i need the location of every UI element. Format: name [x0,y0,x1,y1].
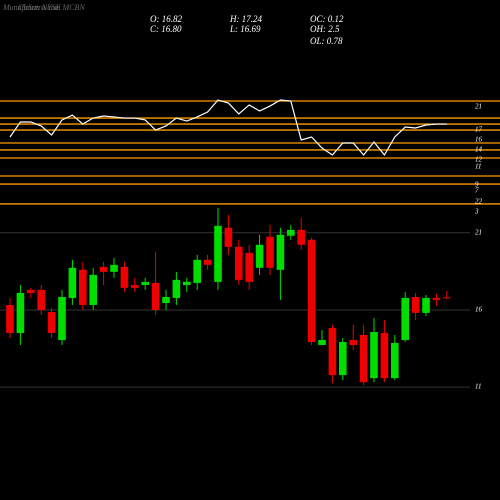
candle-body [266,236,274,268]
ohlc-stat: C: 16.80 [150,24,182,34]
candle-body [47,311,56,333]
y-tick-label: 9 [475,181,479,189]
chart-title: Charts NYSE MCBN [18,3,85,12]
candle-body [193,259,201,283]
y-tick-label: 16 [475,306,483,314]
candle-body [99,266,108,272]
candle-body [401,297,409,341]
candle-body [287,229,295,236]
candle-body [214,225,222,282]
y-tick-label: 16 [475,136,483,144]
ohlc-stat: O: 16.82 [150,14,182,24]
ohlc-stat: OC: 0.12 [310,14,344,24]
y-tick-label: 12 [475,156,483,164]
candle-body [6,305,14,333]
candle-body [328,328,337,376]
candle-body [58,296,66,341]
y-tick-label: 21 [475,228,482,236]
candle-body [110,264,118,272]
candle-body [16,292,25,333]
candle-body [349,340,357,345]
candle-body [443,297,451,299]
candle-body [380,332,389,379]
candle-body [318,340,326,345]
candle-body [151,282,160,310]
candle-body [68,267,77,298]
candle-body [183,281,191,285]
y-tick-label: 3 [474,208,479,216]
candle-body [27,289,35,293]
y-tick-label: 7 [475,187,479,195]
candle-body [307,239,316,343]
candle-body [37,289,45,310]
candle-body [120,266,129,288]
candle-body [422,297,430,313]
y-tick-label: 22 [475,198,483,206]
candle-body [276,234,285,270]
candle-body [245,252,253,282]
candle-body [89,274,97,306]
candle-body [432,297,441,300]
y-tick-label: 17 [475,126,483,134]
candle-body [339,342,347,376]
candle-body [172,279,181,298]
candle-body [235,246,243,280]
candle-body [224,227,233,247]
candle-body [391,342,399,379]
candle-body [359,334,368,383]
candle-body [203,259,212,265]
candle-body [255,244,264,268]
candle-body [141,281,149,285]
candle-body [162,296,170,304]
candle-body [131,284,139,288]
ohlc-stat: H: 17.24 [229,14,262,24]
ohlc-stat: OL: 0.78 [310,36,343,46]
y-tick-label: 21 [475,103,482,111]
watermark: MunafaSutra.com [2,3,61,12]
candle-body [79,269,87,306]
candle-body [370,332,378,379]
y-tick-label: 14 [475,146,483,154]
y-tick-label: 11 [475,163,481,171]
y-tick-label: 11 [475,383,481,391]
candle-body [297,229,305,245]
candle-body [411,296,420,313]
ohlc-stat: OH: 2.5 [310,24,340,34]
indicator-line [9,99,447,157]
ohlc-stat: L: 16.69 [229,24,261,34]
